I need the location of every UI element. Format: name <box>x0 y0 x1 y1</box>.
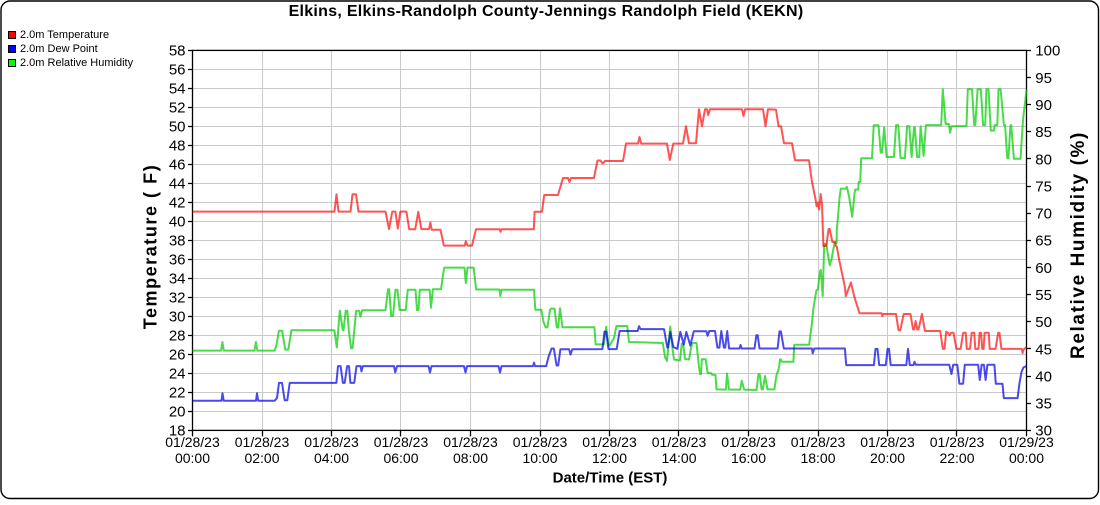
svg-text:06:00: 06:00 <box>383 450 418 466</box>
svg-text:01/28/23: 01/28/23 <box>930 434 985 450</box>
svg-text:Elkins, Elkins-Randolph County: Elkins, Elkins-Randolph County-Jennings … <box>289 3 804 20</box>
svg-text:36: 36 <box>169 252 186 269</box>
svg-text:10:00: 10:00 <box>522 450 557 466</box>
svg-text:100: 100 <box>1035 43 1060 60</box>
svg-text:01/28/23: 01/28/23 <box>374 434 429 450</box>
svg-text:01/28/23: 01/28/23 <box>652 434 707 450</box>
svg-text:48: 48 <box>169 138 186 155</box>
svg-text:55: 55 <box>1035 287 1052 304</box>
svg-text:40: 40 <box>1035 368 1052 385</box>
svg-text:2.0m Temperature: 2.0m Temperature <box>20 29 109 41</box>
svg-text:14:00: 14:00 <box>661 450 696 466</box>
svg-text:Temperature ( F): Temperature ( F) <box>141 164 161 330</box>
svg-text:52: 52 <box>169 100 186 117</box>
svg-text:28: 28 <box>169 328 186 345</box>
svg-text:01/28/23: 01/28/23 <box>791 434 846 450</box>
svg-text:02:00: 02:00 <box>244 450 279 466</box>
svg-text:20:00: 20:00 <box>870 450 905 466</box>
svg-text:80: 80 <box>1035 151 1052 168</box>
svg-text:26: 26 <box>169 347 186 364</box>
svg-text:90: 90 <box>1035 97 1052 114</box>
svg-text:58: 58 <box>169 43 186 60</box>
svg-text:01/28/23: 01/28/23 <box>165 434 220 450</box>
svg-text:70: 70 <box>1035 206 1052 223</box>
svg-text:Relative Humidity (%): Relative Humidity (%) <box>1068 131 1089 359</box>
svg-text:Date/Time (EST): Date/Time (EST) <box>553 470 668 487</box>
svg-text:22:00: 22:00 <box>939 450 974 466</box>
svg-text:50: 50 <box>169 119 186 136</box>
svg-text:42: 42 <box>169 195 186 212</box>
svg-text:40: 40 <box>169 214 186 231</box>
svg-text:2.0m Relative Humidity: 2.0m Relative Humidity <box>20 57 134 69</box>
svg-text:01/28/23: 01/28/23 <box>582 434 637 450</box>
svg-text:18: 18 <box>169 423 186 440</box>
svg-text:35: 35 <box>1035 396 1052 413</box>
svg-text:30: 30 <box>1035 423 1052 440</box>
svg-text:75: 75 <box>1035 178 1052 195</box>
svg-text:30: 30 <box>169 309 186 326</box>
svg-text:32: 32 <box>169 290 186 307</box>
svg-text:50: 50 <box>1035 314 1052 331</box>
svg-text:24: 24 <box>169 366 186 383</box>
svg-text:08:00: 08:00 <box>453 450 488 466</box>
svg-text:34: 34 <box>169 271 186 288</box>
svg-text:54: 54 <box>169 81 186 98</box>
svg-text:01/28/23: 01/28/23 <box>860 434 915 450</box>
svg-text:60: 60 <box>1035 260 1052 277</box>
svg-text:04:00: 04:00 <box>314 450 349 466</box>
svg-text:01/29/23: 01/29/23 <box>999 434 1054 450</box>
svg-text:56: 56 <box>169 62 186 79</box>
svg-text:38: 38 <box>169 233 186 250</box>
svg-text:85: 85 <box>1035 124 1052 141</box>
svg-text:00:00: 00:00 <box>1009 450 1044 466</box>
svg-text:46: 46 <box>169 157 186 174</box>
svg-text:22: 22 <box>169 385 186 402</box>
svg-text:12:00: 12:00 <box>592 450 627 466</box>
svg-text:01/28/23: 01/28/23 <box>513 434 568 450</box>
svg-text:01/28/23: 01/28/23 <box>304 434 359 450</box>
svg-text:16:00: 16:00 <box>731 450 766 466</box>
svg-text:00:00: 00:00 <box>175 450 210 466</box>
svg-text:95: 95 <box>1035 70 1052 87</box>
svg-text:18:00: 18:00 <box>800 450 835 466</box>
svg-text:44: 44 <box>169 176 186 193</box>
svg-text:2.0m Dew Point: 2.0m Dew Point <box>20 43 98 55</box>
svg-text:01/28/23: 01/28/23 <box>235 434 290 450</box>
svg-text:65: 65 <box>1035 233 1052 250</box>
svg-text:01/28/23: 01/28/23 <box>721 434 776 450</box>
svg-text:45: 45 <box>1035 341 1052 358</box>
svg-text:01/28/23: 01/28/23 <box>443 434 498 450</box>
svg-text:20: 20 <box>169 404 186 421</box>
